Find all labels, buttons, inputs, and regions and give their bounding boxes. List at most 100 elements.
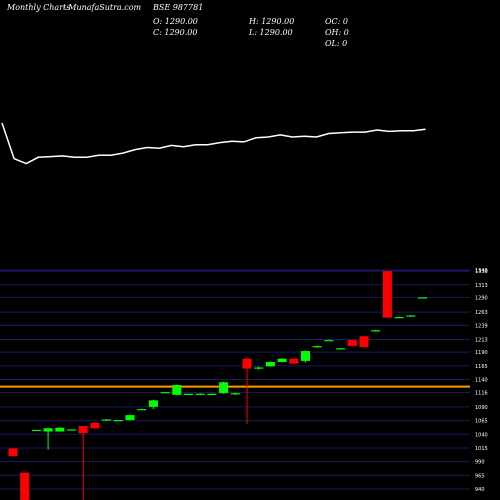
candle-body <box>324 340 334 342</box>
candle <box>148 399 158 410</box>
candle-body <box>160 392 170 394</box>
candle-body <box>195 393 205 395</box>
candle <box>254 366 264 370</box>
candle-body <box>359 336 369 348</box>
candle <box>406 314 416 317</box>
candle <box>312 345 322 348</box>
candle <box>67 429 76 431</box>
candle-body <box>394 317 404 319</box>
candle <box>195 393 205 395</box>
candle <box>78 426 88 500</box>
candle-body <box>265 362 275 367</box>
candle-body <box>43 428 53 432</box>
candle-body <box>20 472 30 500</box>
candle-body <box>382 271 392 318</box>
candle-body <box>113 420 123 422</box>
y-tick-label: 1165 <box>475 364 488 370</box>
y-tick-label: 1239 <box>475 323 488 329</box>
candle <box>324 339 334 342</box>
chart-kind-label: Monthly Charts <box>7 3 71 12</box>
oh-readout: OH: 0 <box>325 28 349 37</box>
y-tick-label: 1290 <box>475 295 488 301</box>
candle-body <box>102 419 112 421</box>
high-readout: H: 1290.00 <box>249 17 295 26</box>
candle <box>43 427 53 450</box>
candle <box>172 384 182 396</box>
candle-body <box>371 330 381 332</box>
candle-body <box>184 393 193 395</box>
upper-line-path <box>1 122 426 165</box>
candle <box>55 427 65 432</box>
candle-body <box>336 348 346 350</box>
grid-lines <box>0 269 470 490</box>
candle <box>336 347 346 350</box>
symbol-label: BSE 987781 <box>153 3 204 12</box>
candle <box>265 361 275 367</box>
candle-body <box>301 351 310 361</box>
y-tick-label: 1340 <box>475 268 488 274</box>
candle-body <box>78 426 88 434</box>
candles-group <box>8 271 427 500</box>
candle-body <box>347 340 357 347</box>
candle <box>359 336 369 348</box>
y-tick-label: 1116 <box>475 391 488 397</box>
candle <box>301 350 310 363</box>
y-tick-label: 1140 <box>475 378 488 384</box>
y-tick-label: 1015 <box>475 446 488 452</box>
candle-body <box>418 297 427 299</box>
y-tick-label: 965 <box>475 473 485 479</box>
candle-body <box>31 429 41 432</box>
candle <box>371 329 381 332</box>
candle <box>8 448 18 457</box>
candle <box>160 392 170 394</box>
y-tick-label: 1040 <box>475 432 488 438</box>
candle-body <box>67 429 76 431</box>
y-tick-label: 1213 <box>475 338 488 344</box>
candle-body <box>242 358 252 369</box>
y-tick-label: 1263 <box>475 310 488 316</box>
candle <box>347 340 357 347</box>
candle-body <box>55 427 65 432</box>
y-tick-label: 1090 <box>475 405 488 411</box>
oc-readout: OC: 0 <box>325 17 349 26</box>
y-tick-label: 990 <box>475 460 485 466</box>
candle-body <box>90 422 100 429</box>
candle <box>289 358 299 364</box>
candle <box>394 316 404 319</box>
candle <box>113 420 123 422</box>
candle-body <box>277 358 287 362</box>
site-label: - MunafaSutra.com <box>63 3 142 12</box>
ol-readout: OL: 0 <box>325 39 348 48</box>
y-tick-label: 1190 <box>475 350 488 356</box>
candle-body <box>125 415 135 421</box>
candle <box>20 472 30 500</box>
candle-body <box>254 367 264 369</box>
low-readout: L: 1290.00 <box>249 28 293 37</box>
candle <box>184 393 193 395</box>
candle-body <box>406 315 416 317</box>
candle <box>230 392 240 395</box>
candle-body <box>312 346 322 348</box>
candle <box>277 358 287 363</box>
y-tick-label: 1065 <box>475 419 488 425</box>
candle-body <box>289 358 299 364</box>
candle-body <box>8 448 18 457</box>
candle-body <box>148 400 158 407</box>
y-tick-label: 1313 <box>475 283 488 289</box>
open-readout: O: 1290.00 <box>153 17 198 26</box>
candle <box>90 422 100 430</box>
candle-body <box>172 385 182 395</box>
candle <box>137 408 147 411</box>
candle-body <box>207 393 217 395</box>
y-tick-label: 940 <box>475 487 485 493</box>
y-tick-label: 1338 <box>475 269 488 275</box>
candle <box>382 271 392 318</box>
candle <box>102 418 112 421</box>
candle <box>207 393 217 395</box>
candle <box>31 429 41 432</box>
candle-body <box>230 393 240 395</box>
candle-body <box>137 409 147 411</box>
upper-panel-line-group <box>1 122 426 165</box>
